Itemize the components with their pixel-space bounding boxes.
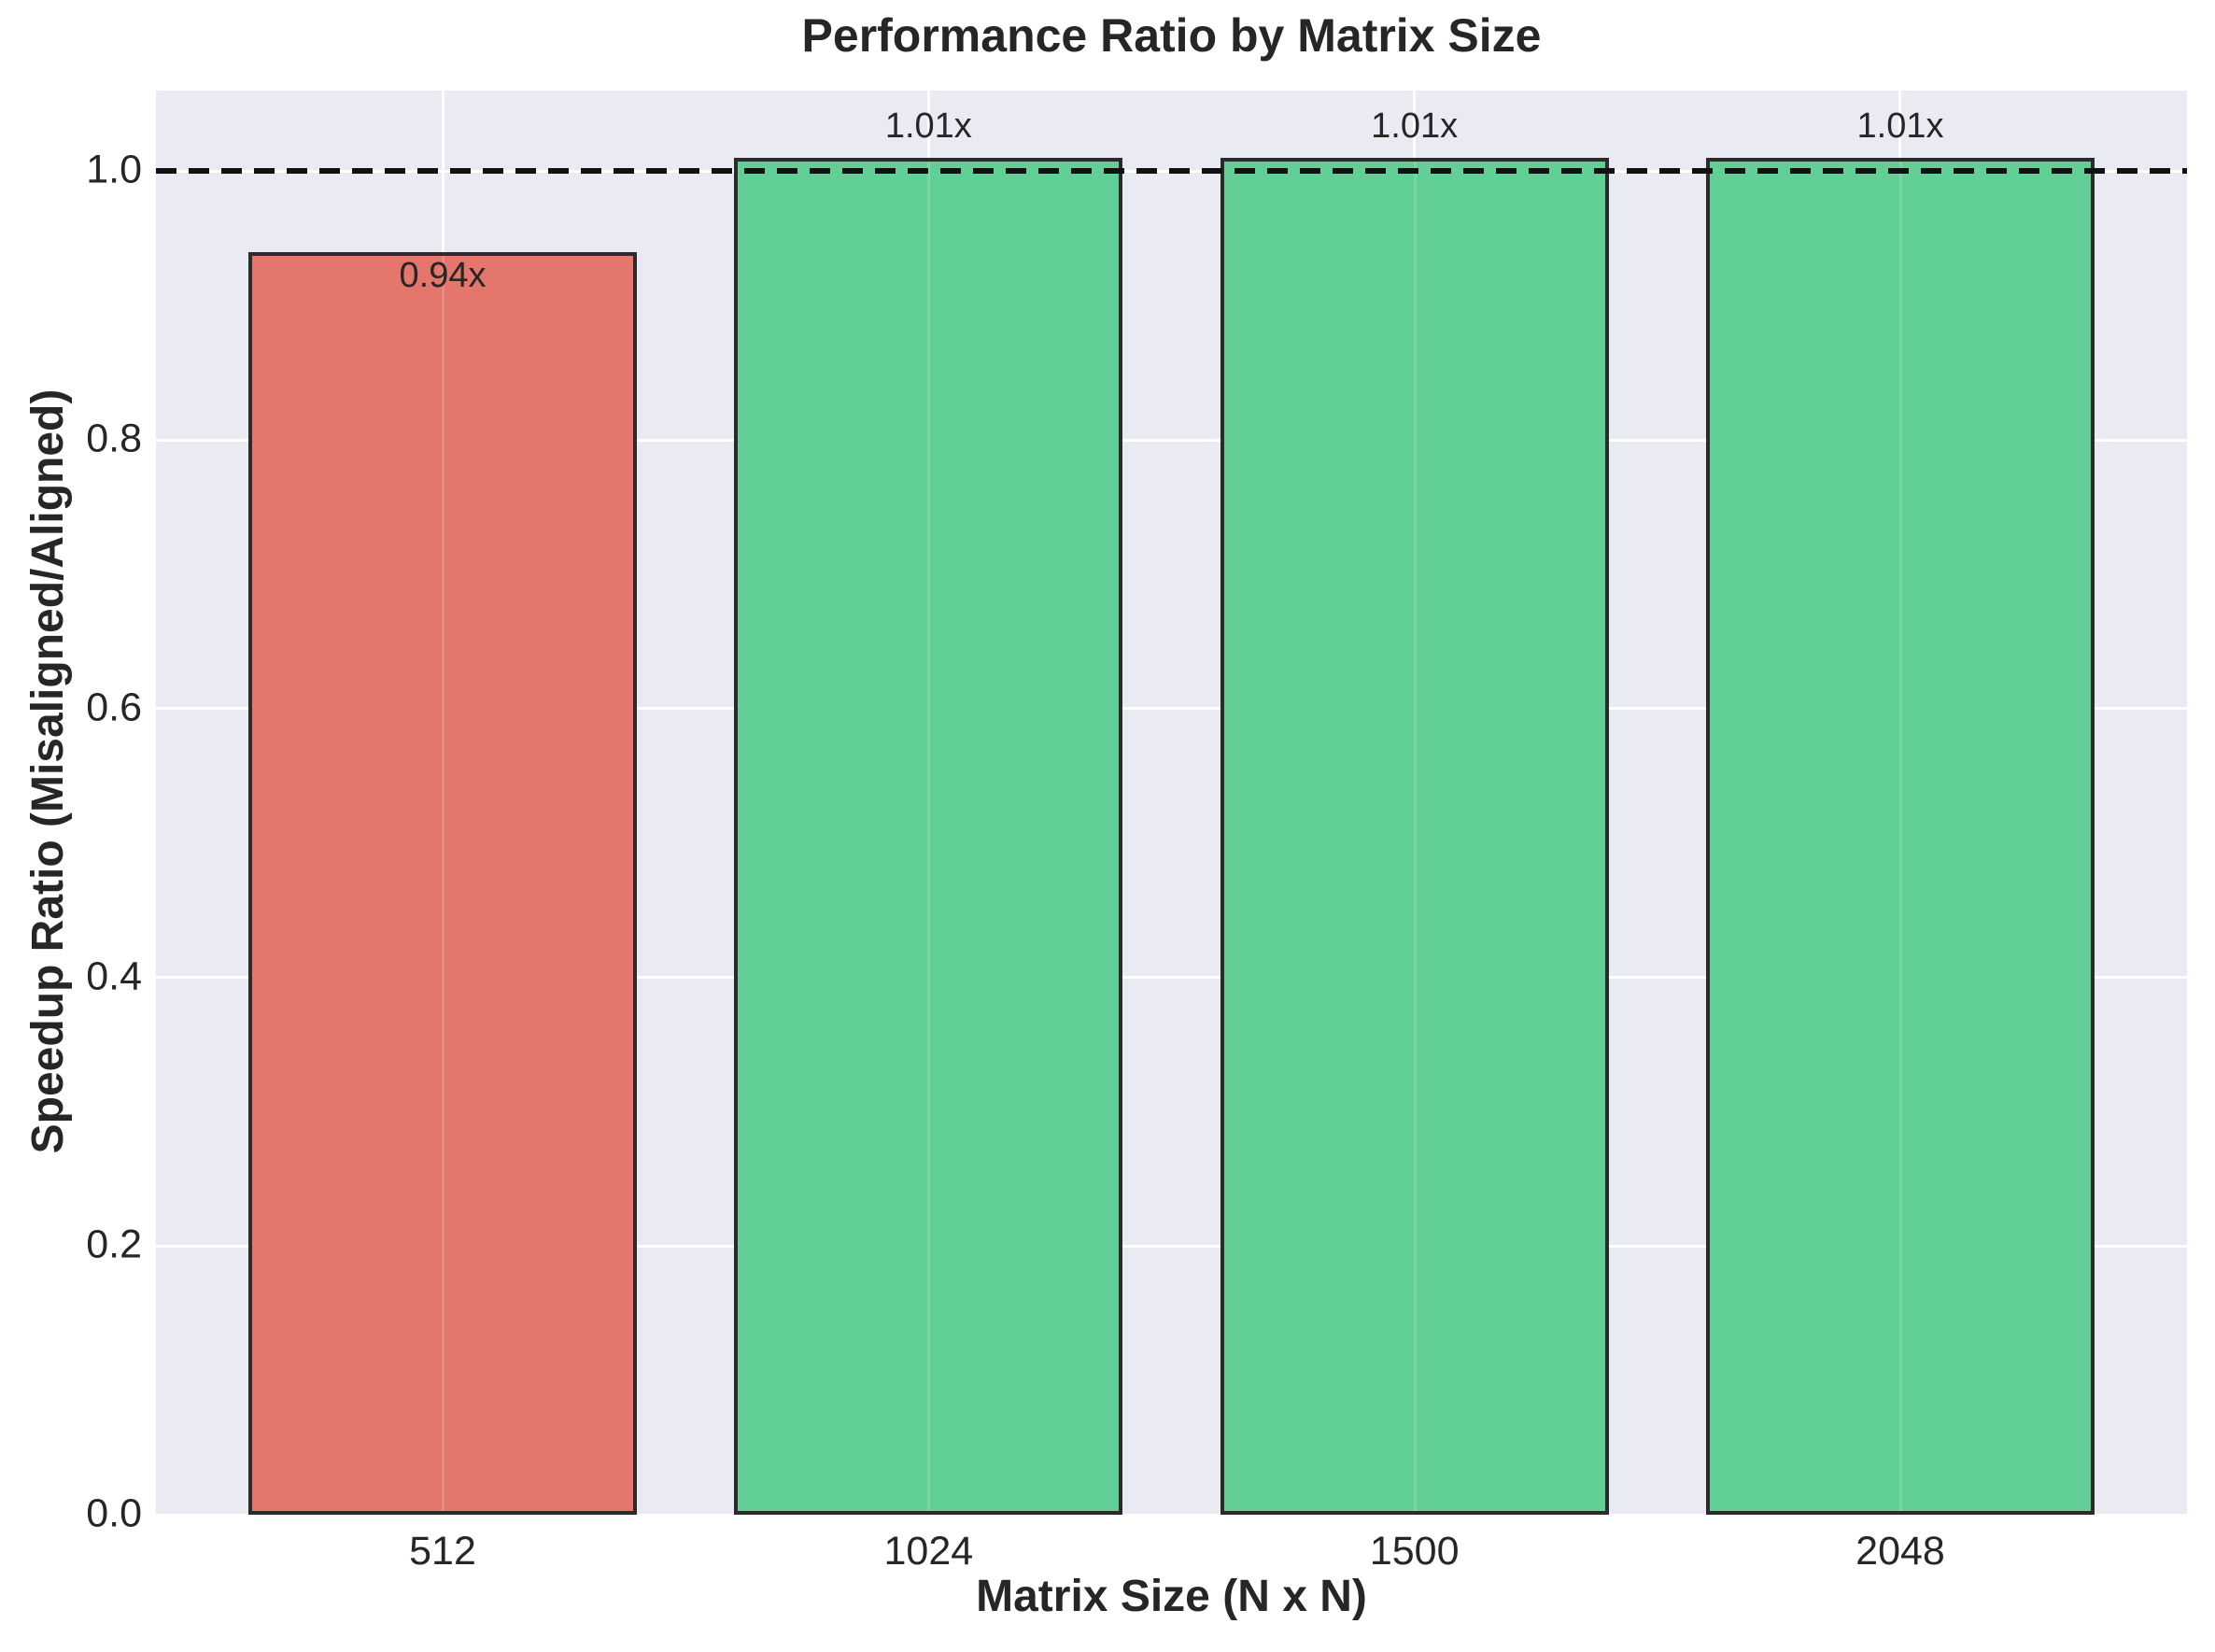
y-tick-label: 0.2 bbox=[86, 1221, 142, 1267]
gridline-horizontal bbox=[156, 1244, 2187, 1248]
chart-title: Performance Ratio by Matrix Size bbox=[801, 9, 1542, 62]
bar-center-gridline-showthrough bbox=[1898, 161, 1902, 1511]
x-tick-label: 512 bbox=[409, 1529, 476, 1574]
bar-512 bbox=[248, 251, 637, 1515]
gridline-horizontal bbox=[156, 976, 2187, 980]
gridline-horizontal bbox=[156, 707, 2187, 711]
bar-2048 bbox=[1705, 157, 2095, 1515]
gridline-horizontal bbox=[156, 1513, 2187, 1517]
bar-center-gridline-showthrough bbox=[442, 255, 444, 1511]
y-tick-label: 1.0 bbox=[86, 147, 142, 192]
y-tick-label: 0.6 bbox=[86, 685, 142, 730]
y-tick-label: 0.4 bbox=[86, 953, 142, 999]
x-tick-label: 1024 bbox=[883, 1529, 974, 1574]
bar-value-label: 1.01x bbox=[1371, 106, 1459, 146]
bar-center-gridline-showthrough bbox=[927, 161, 931, 1511]
y-axis-label: Speedup Ratio (Misaligned/Aligned) bbox=[23, 388, 73, 1154]
bar-value-label: 1.01x bbox=[1856, 106, 1944, 146]
x-tick-label: 1500 bbox=[1369, 1529, 1460, 1574]
bar-1500 bbox=[1220, 157, 1609, 1515]
gridline-horizontal bbox=[156, 438, 2187, 442]
bar-center-gridline-showthrough bbox=[1413, 161, 1417, 1511]
bar-value-label: 0.94x bbox=[399, 255, 487, 295]
y-tick-label: 0.8 bbox=[86, 416, 142, 461]
reference-line-1x bbox=[156, 168, 2187, 175]
plot-area: 0.94x 1.01x 1.01x 1.01x bbox=[156, 91, 2187, 1517]
bar-1024 bbox=[734, 157, 1123, 1515]
bar-value-label: 1.01x bbox=[884, 106, 972, 146]
x-axis-label: Matrix Size (N x N) bbox=[976, 1572, 1367, 1621]
y-tick-label: 0.0 bbox=[86, 1490, 142, 1536]
x-tick-label: 2048 bbox=[1855, 1529, 1945, 1574]
